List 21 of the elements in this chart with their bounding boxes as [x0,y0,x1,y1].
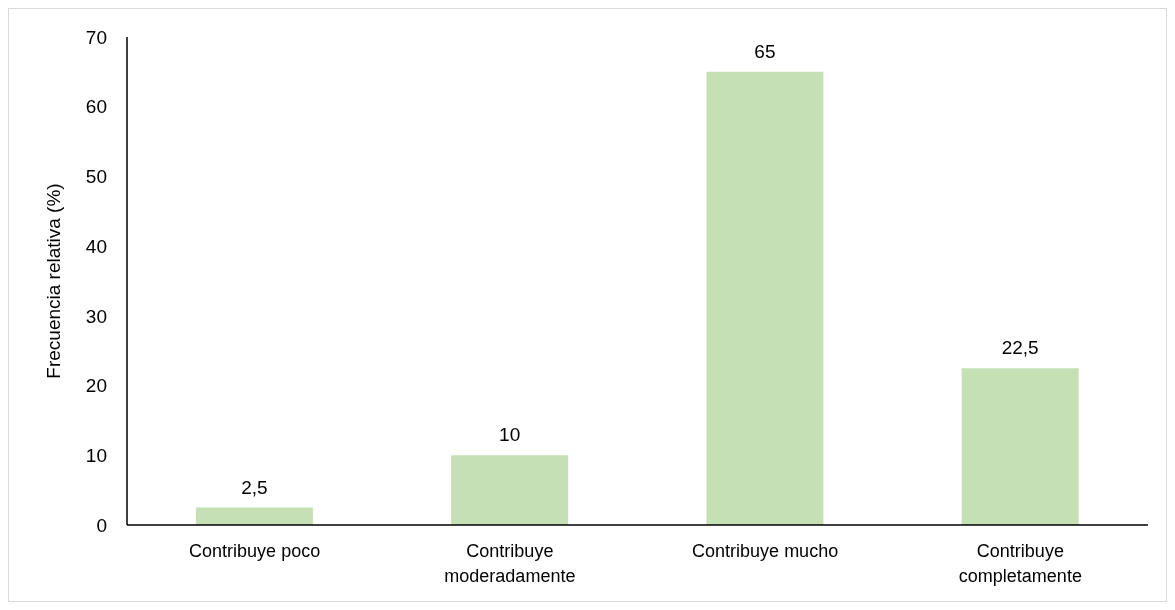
bar [451,455,569,525]
y-tick-label: 40 [85,235,107,257]
y-tick-label: 70 [85,26,107,48]
x-tick-label: Contribuye mucho [692,541,839,562]
x-tick-label: Contribuye moderadamente [444,541,576,587]
data-label: 10 [499,424,521,446]
y-tick-label: 60 [85,96,107,118]
y-tick-label: 0 [96,514,107,536]
x-tick-label: Contribuye completamente [958,541,1082,587]
data-label: 65 [754,40,776,62]
y-tick-label: 10 [85,445,107,467]
y-tick-label: 30 [85,305,107,327]
bar [706,71,824,525]
y-axis-title: Frecuencia relativa (%) [42,183,64,379]
data-label: 2,5 [241,476,268,498]
bar [195,507,313,525]
y-tick-label: 50 [85,166,107,188]
data-label: 22,5 [1001,337,1039,359]
x-tick-label: Contribuye poco [189,541,321,562]
y-tick-label: 20 [85,375,107,397]
bar [961,368,1079,525]
